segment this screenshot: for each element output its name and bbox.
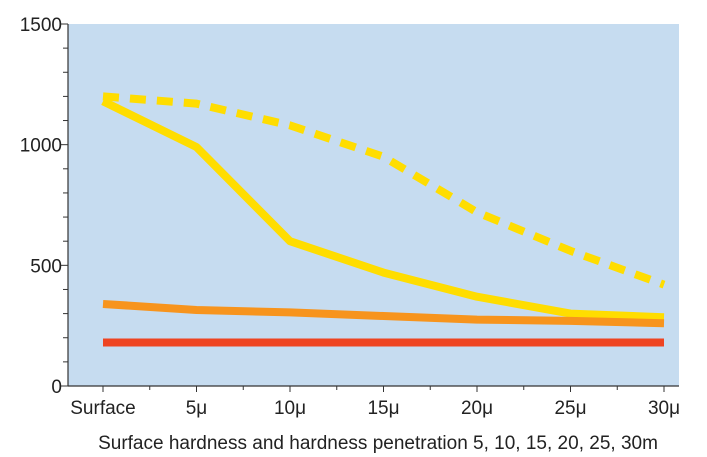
- series-layer: [101, 92, 666, 347]
- x-tick-label: Surface: [70, 398, 135, 419]
- x-tick-label: 25μ: [554, 398, 586, 419]
- x-axis-title: Surface hardness and hardness penetratio…: [98, 433, 658, 454]
- label-layer: 0 500 1000 1500 Surface 5μ 10μ 15μ 20μ 25μ 30μ: [20, 15, 680, 419]
- series-line-2: [101, 97, 665, 322]
- series-line-3: [102, 299, 665, 328]
- series-line-1: [102, 92, 666, 289]
- x-tick-label: 30μ: [648, 398, 680, 419]
- axis-layer: [61, 23, 679, 392]
- plot-area: [68, 24, 679, 386]
- y-tick-label: 1000: [20, 136, 62, 157]
- x-tick-label: 15μ: [367, 398, 399, 419]
- x-tick-label: 20μ: [461, 398, 493, 419]
- x-tick-label: 5μ: [186, 398, 208, 419]
- y-tick-label: 1500: [20, 15, 62, 36]
- y-tick-label: 0: [51, 377, 62, 398]
- y-tick-label: 500: [30, 256, 62, 277]
- x-tick-label: 10μ: [274, 398, 306, 419]
